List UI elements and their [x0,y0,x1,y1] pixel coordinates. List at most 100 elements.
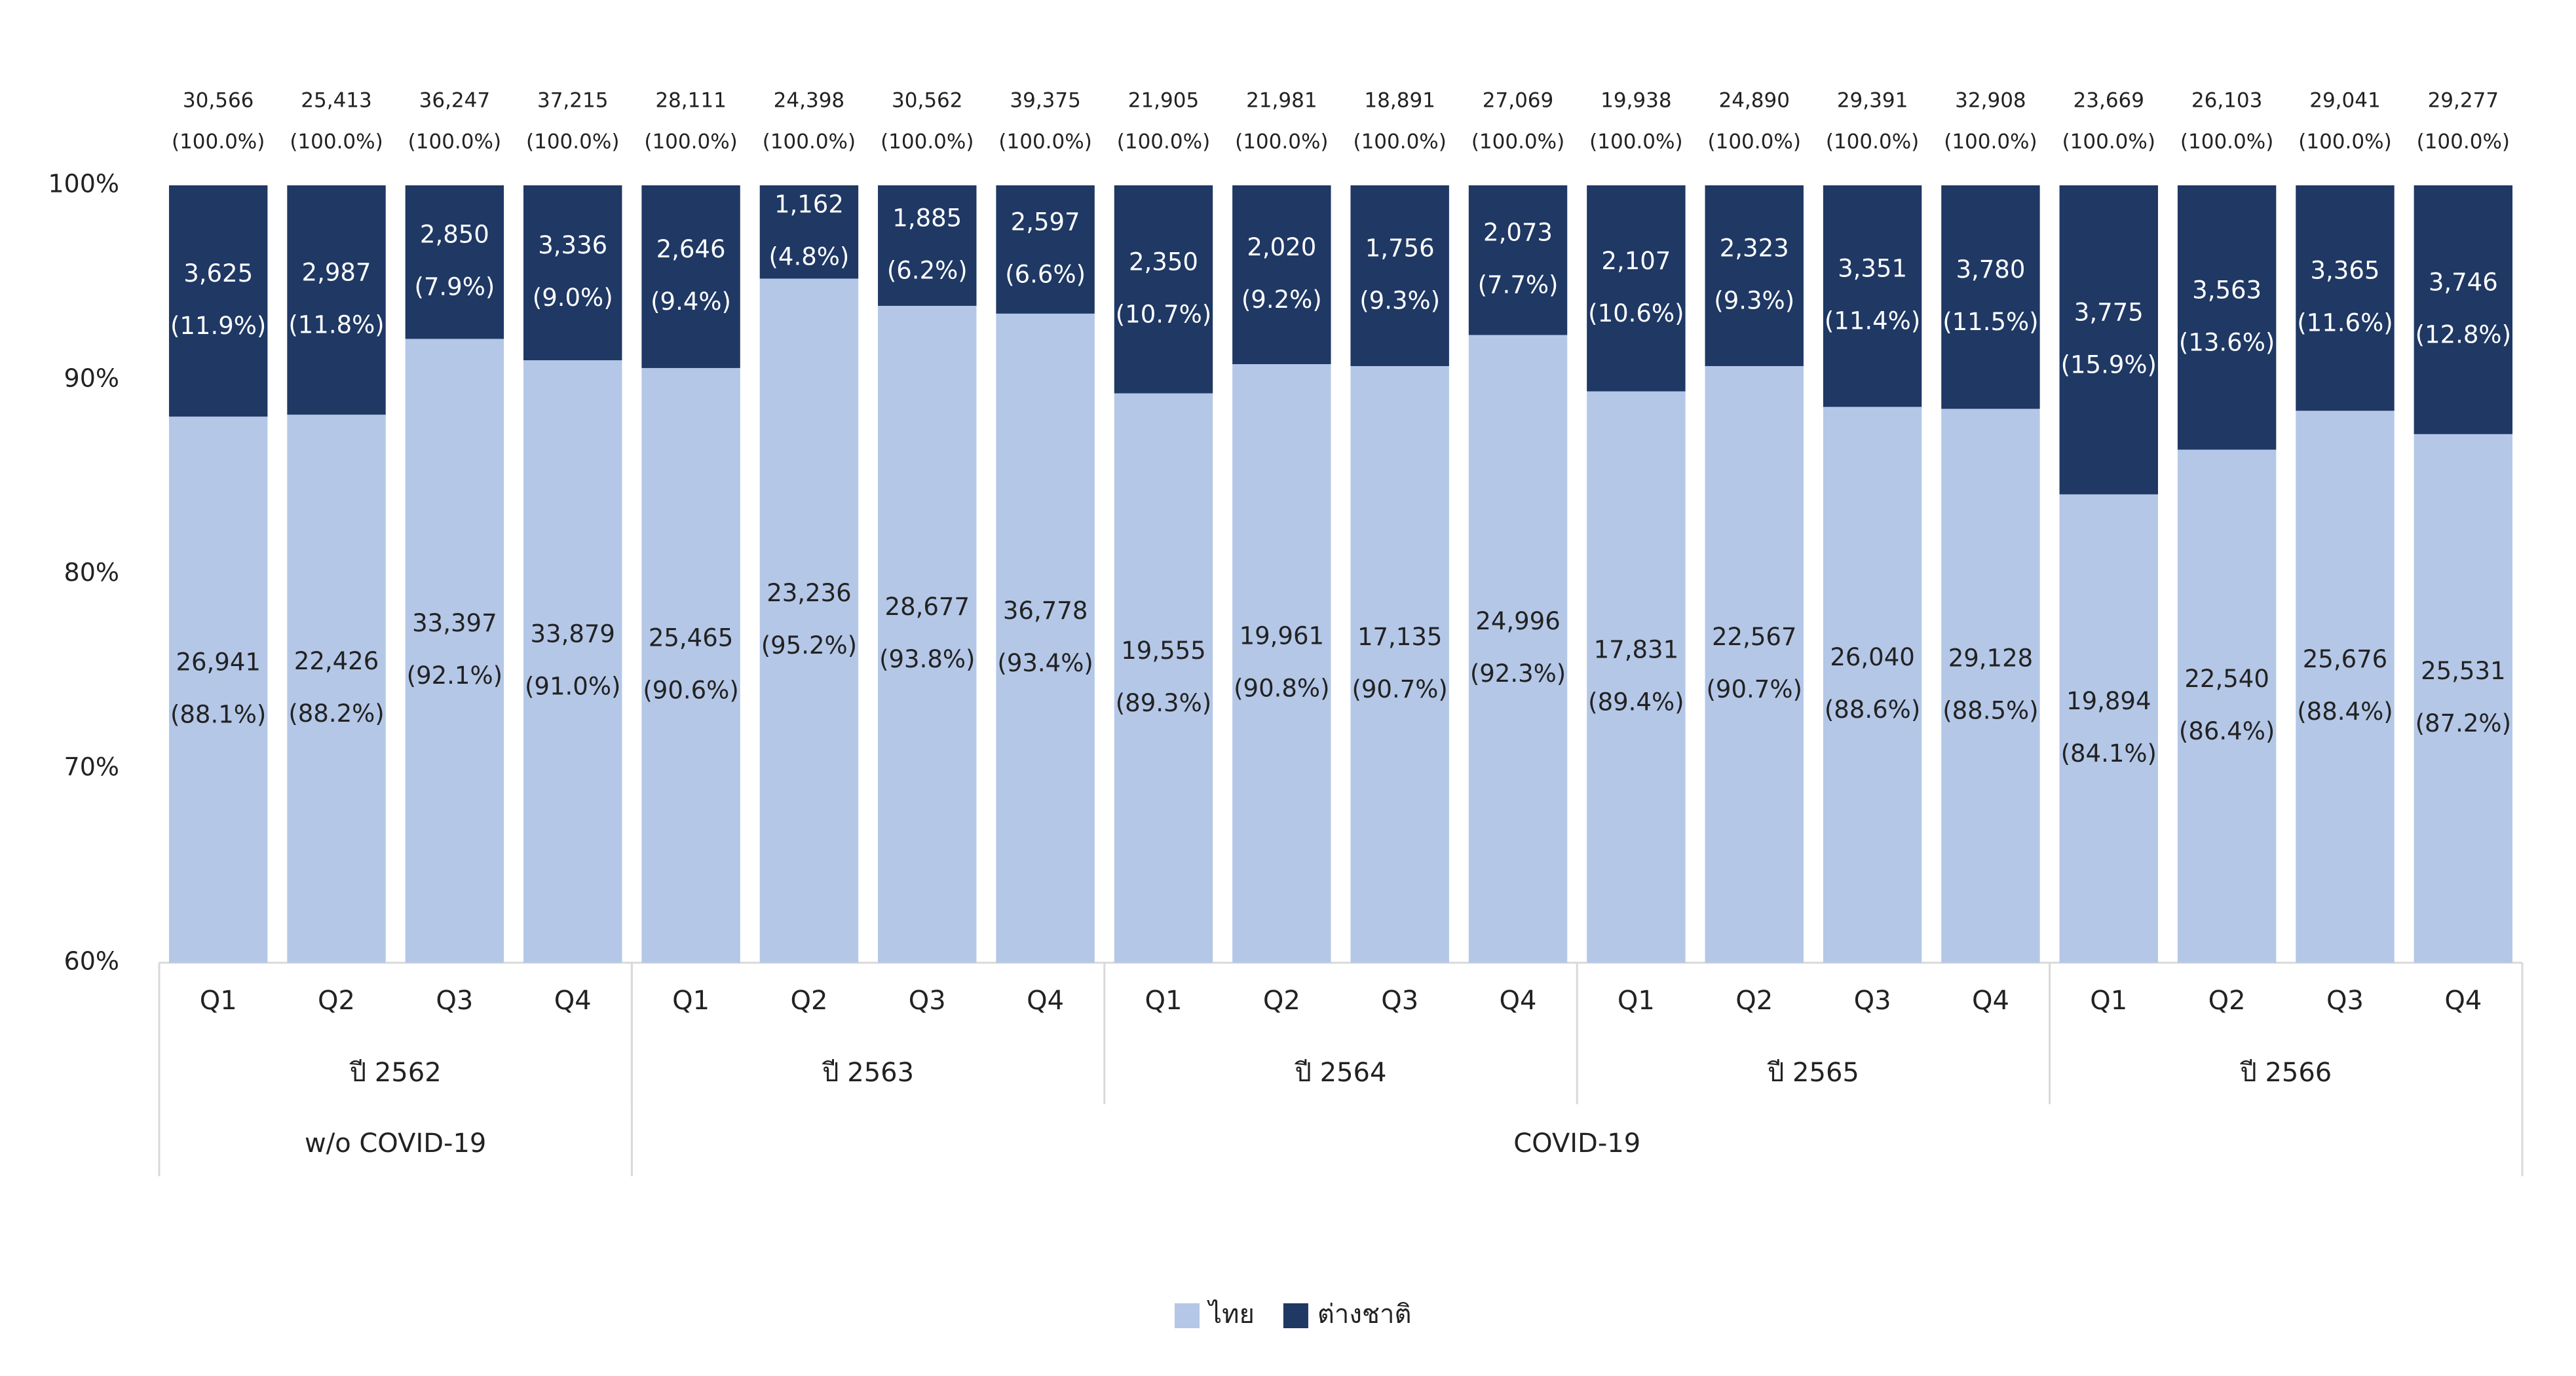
x-tick-label: Q3 [909,986,946,1016]
x-tick-label: Q1 [1618,986,1655,1016]
bar-segment [1587,185,1686,392]
x-tick-label: Q4 [1027,986,1064,1016]
count-label: 25,676 [2303,645,2387,673]
bar-segment [168,417,268,963]
bar-segment [405,339,504,963]
bar-segment [2059,494,2158,963]
count-label: 2,323 [1720,234,1789,262]
group-label: ปี 2566 [2240,1058,2332,1088]
bar-segment [2177,449,2277,963]
bar-segment [641,367,740,963]
total-label: 26,103 [2191,89,2262,113]
group-label: ปี 2563 [822,1058,914,1088]
bar-segment [523,185,622,361]
count-label: 3,746 [2429,268,2498,296]
total-label: 37,215 [537,89,608,113]
bar-segment [759,185,859,279]
y-tick-label: 70% [64,753,119,781]
bar-segment [1114,393,1213,963]
count-label: 36,778 [1003,597,1088,625]
total-percent-label: (100.0%) [1353,130,1446,154]
value-label: (12.8%) [2415,320,2511,348]
total-label: 24,890 [1718,89,1789,113]
total-label: 23,669 [2074,89,2144,113]
value-label: (90.6%) [643,676,738,704]
bar-segment [1587,391,1686,963]
bar-segment [1823,407,1922,963]
bar-segment [2296,185,2395,411]
value-label: (92.1%) [407,661,502,690]
bar-segment [1941,185,2040,409]
total-label: 39,375 [1010,89,1080,113]
x-tick-label: Q3 [1381,986,1418,1016]
count-label: 19,961 [1240,622,1324,650]
y-tick-label: 100% [48,170,119,198]
total-percent-label: (100.0%) [881,130,974,154]
group-label: w/o COVID-19 [305,1128,486,1159]
value-label: (92.3%) [1470,660,1566,688]
value-label: (88.6%) [1825,696,1920,724]
count-label: 19,555 [1121,637,1205,665]
x-tick-label: Q2 [2208,986,2246,1016]
bar-segment [168,185,268,417]
value-label: (6.6%) [1005,260,1086,288]
value-label: (89.3%) [1116,689,1211,717]
bar-segment [1350,365,1449,963]
count-label: 2,646 [656,235,726,263]
y-tick-label: 60% [64,947,119,976]
bar-segment [1232,364,1331,963]
total-label: 29,277 [2428,89,2499,113]
count-label: 3,351 [1838,255,1907,283]
y-tick-label: 90% [64,363,119,392]
value-label: (88.2%) [288,699,384,728]
count-label: 2,850 [420,221,489,249]
count-label: 1,885 [892,204,962,232]
value-label: (10.7%) [1116,300,1211,328]
count-label: 33,397 [412,609,497,637]
count-label: 3,625 [183,259,253,288]
total-label: 25,413 [301,89,371,113]
total-label: 21,905 [1128,89,1199,113]
count-label: 24,996 [1475,607,1560,635]
total-percent-label: (100.0%) [1117,130,1210,154]
bar-segment [2059,185,2158,494]
value-label: (84.1%) [2061,739,2157,768]
value-label: (93.4%) [997,649,1093,677]
count-label: 25,465 [649,623,733,652]
x-tick-label: Q3 [1854,986,1891,1016]
bar-segment [878,185,977,306]
x-tick-label: Q4 [1500,986,1537,1016]
total-percent-label: (100.0%) [1589,130,1682,154]
count-label: 33,879 [530,620,615,648]
total-percent-label: (100.0%) [1235,130,1328,154]
total-label: 28,111 [655,89,726,113]
bar-segment [2414,185,2513,434]
bar-segment [996,313,1095,963]
bar-segment [1705,365,1804,963]
value-label: (88.4%) [2297,697,2393,726]
bar-segment [1350,185,1449,366]
legend-label: ไทย [1207,1299,1255,1330]
count-label: 17,135 [1357,623,1442,651]
bar-segment [996,185,1095,314]
value-label: (91.0%) [525,673,620,701]
value-label: (95.2%) [761,631,857,660]
total-percent-label: (100.0%) [408,130,501,154]
total-label: 29,041 [2309,89,2380,113]
value-label: (4.8%) [768,243,849,271]
value-label: (9.2%) [1241,286,1322,314]
count-label: 2,020 [1247,233,1316,261]
value-label: (90.7%) [1707,675,1802,703]
total-percent-label: (100.0%) [1826,130,1919,154]
total-label: 32,908 [1955,89,2026,113]
x-tick-label: Q2 [1263,986,1300,1016]
x-tick-label: Q4 [554,986,592,1016]
total-percent-label: (100.0%) [2180,130,2273,154]
count-label: 29,128 [1948,644,2033,673]
group-label: COVID-19 [1513,1128,1640,1159]
total-label: 27,069 [1483,89,1553,113]
bar-segment [1705,185,1804,366]
group-label: ปี 2562 [349,1058,441,1088]
value-label: (7.7%) [1478,271,1559,299]
bar-segment [1468,335,1568,963]
